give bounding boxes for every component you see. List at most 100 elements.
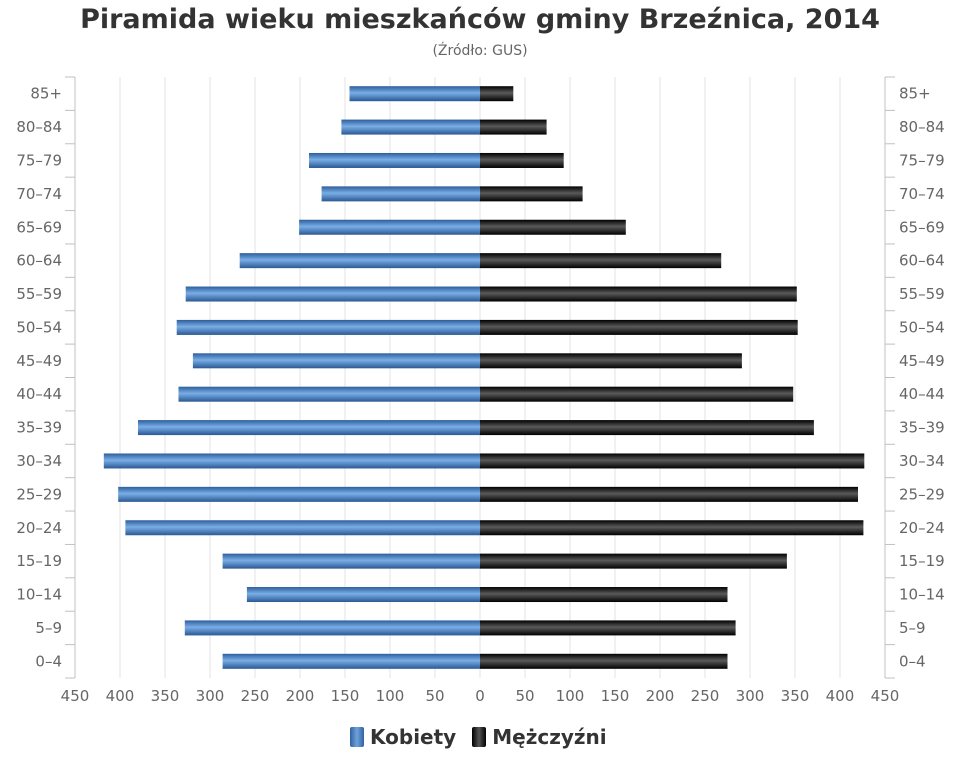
bar-women-85+ bbox=[349, 86, 480, 102]
chart-title: Piramida wieku mieszkańców gminy Brzeźni… bbox=[80, 4, 880, 35]
bar-men-25-29 bbox=[480, 486, 858, 502]
bar-women-35-39 bbox=[138, 420, 480, 436]
legend-label-men: Mężczyźni bbox=[492, 725, 607, 749]
bar-women-15-19 bbox=[222, 553, 480, 569]
y-tick-label-left: 30–34 bbox=[16, 452, 62, 470]
x-tick-label: 350 bbox=[151, 687, 180, 705]
bar-women-40-44 bbox=[178, 386, 480, 402]
y-tick-label-right: 40–44 bbox=[899, 385, 945, 403]
bar-men-5-9 bbox=[480, 620, 736, 636]
x-tick-label: 200 bbox=[646, 687, 675, 705]
y-tick-label-right: 35–39 bbox=[899, 419, 945, 437]
axes bbox=[65, 76, 895, 679]
bar-men-15-19 bbox=[480, 553, 787, 569]
x-tick-label: 450 bbox=[871, 687, 900, 705]
bar-women-10-14 bbox=[246, 587, 480, 603]
bar-women-80-84 bbox=[341, 119, 480, 135]
x-tick-label: 250 bbox=[241, 687, 270, 705]
bars bbox=[103, 86, 865, 669]
bar-men-20-24 bbox=[480, 520, 864, 536]
x-tick-label: 150 bbox=[601, 687, 630, 705]
y-tick-label-left: 50–54 bbox=[16, 318, 62, 336]
bar-men-60-64 bbox=[480, 253, 722, 269]
x-tick-label: 100 bbox=[376, 687, 405, 705]
bar-men-30-34 bbox=[480, 453, 865, 469]
y-tick-label-right: 85+ bbox=[899, 85, 931, 103]
x-tick-label: 450 bbox=[61, 687, 90, 705]
y-tick-label-left: 80–84 bbox=[16, 118, 62, 136]
y-tick-label-right: 5–9 bbox=[899, 619, 926, 637]
y-tick-label-left: 10–14 bbox=[16, 586, 62, 604]
y-tick-label-left: 15–19 bbox=[16, 552, 62, 570]
bar-women-60-64 bbox=[239, 253, 480, 269]
x-tick-label: 0 bbox=[475, 687, 485, 705]
legend-item-women[interactable]: Kobiety bbox=[350, 725, 456, 749]
y-tick-label-left: 5–9 bbox=[35, 619, 62, 637]
bar-women-30-34 bbox=[103, 453, 481, 469]
x-tick-label: 150 bbox=[331, 687, 360, 705]
bar-men-75-79 bbox=[480, 152, 564, 168]
y-tick-label-right: 55–59 bbox=[899, 285, 945, 303]
y-tick-label-left: 75–79 bbox=[16, 151, 62, 169]
y-tick-label-right: 25–29 bbox=[899, 485, 945, 503]
bar-women-75-79 bbox=[309, 152, 480, 168]
bar-women-20-24 bbox=[125, 520, 481, 536]
x-tick-label: 350 bbox=[781, 687, 810, 705]
y-tick-label-left: 65–69 bbox=[16, 218, 62, 236]
bar-men-45-49 bbox=[480, 353, 742, 369]
y-tick-label-right: 0–4 bbox=[899, 652, 926, 670]
y-tick-label-left: 60–64 bbox=[16, 252, 62, 270]
y-tick-label-left: 55–59 bbox=[16, 285, 62, 303]
y-tick-label-right: 80–84 bbox=[899, 118, 945, 136]
y-tick-label-right: 70–74 bbox=[899, 185, 945, 203]
y-tick-label-right: 10–14 bbox=[899, 586, 945, 604]
y-tick-label-left: 35–39 bbox=[16, 419, 62, 437]
bar-women-50-54 bbox=[176, 319, 480, 335]
legend-item-men[interactable]: Mężczyźni bbox=[472, 725, 607, 749]
bar-men-0-4 bbox=[480, 653, 728, 669]
x-tick-label: 400 bbox=[826, 687, 855, 705]
y-tick-label-right: 50–54 bbox=[899, 318, 945, 336]
bar-men-10-14 bbox=[480, 587, 728, 603]
y-tick-label-right: 65–69 bbox=[899, 218, 945, 236]
y-tick-label-left: 40–44 bbox=[16, 385, 62, 403]
y-tick-label-right: 75–79 bbox=[899, 151, 945, 169]
bar-men-35-39 bbox=[480, 420, 814, 436]
bar-women-25-29 bbox=[118, 486, 480, 502]
x-tick-label: 300 bbox=[196, 687, 225, 705]
y-tick-label-left: 45–49 bbox=[16, 352, 62, 370]
chart-subtitle: (Źródło: GUS) bbox=[432, 43, 528, 59]
bar-women-45-49 bbox=[192, 353, 480, 369]
y-tick-label-left: 0–4 bbox=[35, 652, 62, 670]
bar-men-80-84 bbox=[480, 119, 547, 135]
y-tick-label-right: 30–34 bbox=[899, 452, 945, 470]
y-tick-label-right: 15–19 bbox=[899, 552, 945, 570]
legend-swatch-men bbox=[472, 727, 487, 747]
x-tick-label: 300 bbox=[736, 687, 765, 705]
bar-men-85+ bbox=[480, 86, 514, 102]
legend-swatch-women bbox=[350, 727, 364, 747]
x-tick-label: 50 bbox=[425, 687, 444, 705]
y-tick-label-right: 20–24 bbox=[899, 519, 945, 537]
bar-men-55-59 bbox=[480, 286, 797, 302]
legend: Kobiety Mężczyźni bbox=[350, 725, 607, 749]
x-tick-label: 200 bbox=[286, 687, 315, 705]
bar-women-65-69 bbox=[299, 219, 480, 235]
legend-label-women: Kobiety bbox=[370, 725, 457, 749]
bar-men-65-69 bbox=[480, 219, 626, 235]
y-tick-label-left: 25–29 bbox=[16, 485, 62, 503]
y-tick-label-left: 20–24 bbox=[16, 519, 62, 537]
tick-labels: 450 400 350 300 250 200 150 100 50 0 50 100 150 200 25… bbox=[16, 85, 944, 705]
x-tick-label: 100 bbox=[556, 687, 585, 705]
y-tick-label-right: 60–64 bbox=[899, 252, 945, 270]
x-tick-label: 400 bbox=[106, 687, 135, 705]
bar-men-70-74 bbox=[480, 186, 583, 202]
y-tick-label-right: 45–49 bbox=[899, 352, 945, 370]
bar-women-70-74 bbox=[321, 186, 480, 202]
bar-women-5-9 bbox=[184, 620, 481, 636]
bar-men-50-54 bbox=[480, 319, 798, 335]
y-tick-label-left: 70–74 bbox=[16, 185, 62, 203]
bar-men-40-44 bbox=[480, 386, 794, 402]
y-tick-label-left: 85+ bbox=[30, 85, 62, 103]
